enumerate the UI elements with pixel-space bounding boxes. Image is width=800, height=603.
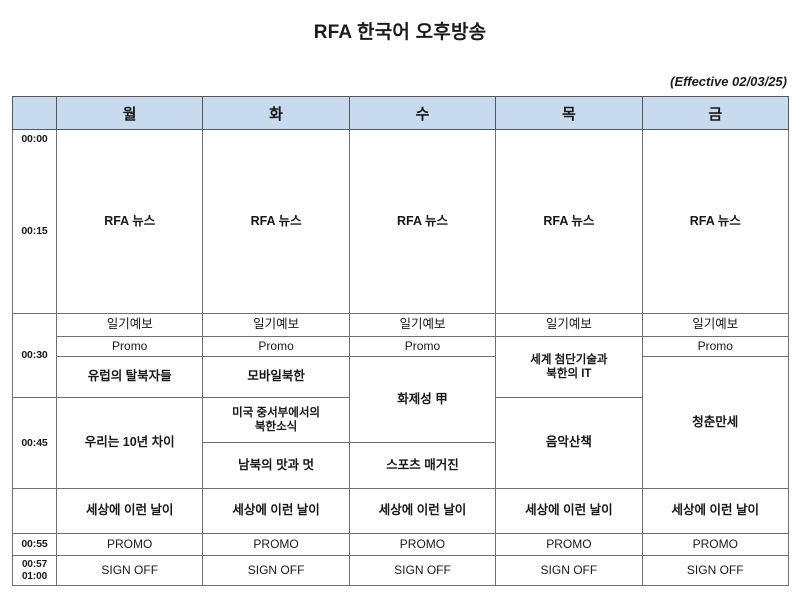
header-day-thursday: 목 xyxy=(495,96,643,130)
table-row-evening: 세상에 이런 날이 세상에 이런 날이 세상에 이런 날이 세상에 이런 날이 … xyxy=(12,488,789,534)
cell-evening-wednesday: 세상에 이런 날이 xyxy=(348,488,497,534)
header-row: 월 화 수 목 금 xyxy=(12,96,789,130)
header-day-tuesday: 화 xyxy=(202,96,350,130)
cell-weather-friday: 일기예보 xyxy=(641,313,789,337)
cell-weather-monday: 일기예보 xyxy=(55,313,204,337)
time-label-0057: 00:57 xyxy=(21,558,48,570)
table-row-block1: 유럽의 탈북자들 모바일북한 화제성 甲 청춘만세 xyxy=(13,356,789,489)
cell-block1-monday: 유럽의 탈북자들 xyxy=(55,356,204,398)
page-title: RFA 한국어 오후방송 xyxy=(313,22,487,43)
cell-weather-wednesday: 일기예보 xyxy=(348,313,497,337)
table-row-block3: 남북의 맛과 멋 스포츠 매거진 xyxy=(13,442,789,489)
cell-signoff-friday: SIGN OFF xyxy=(641,555,789,586)
cell-news-friday: RFA 뉴스 xyxy=(641,129,789,314)
cell-block1-wednesday: 화제성 甲 xyxy=(348,356,497,443)
cell-promo-tuesday: Promo xyxy=(202,336,350,357)
cell-evening-tuesday: 세상에 이런 날이 xyxy=(202,488,350,534)
cell-block2-monday: 우리는 10년 차이 xyxy=(55,397,204,489)
cell-promolast-wednesday: PROMO xyxy=(348,533,497,556)
table-row-weather: 00:30 일기예보 일기예보 일기예보 일기예보 일기예보 xyxy=(12,313,789,398)
table-row-signoff: 00:57 01:00 SIGN OFF SIGN OFF SIGN OFF S… xyxy=(12,555,789,586)
header-day-monday: 월 xyxy=(55,96,204,130)
cell-block1-thursday-text: 세계 첨단기술과 북한의 IT xyxy=(530,353,608,380)
cell-promolast-monday: PROMO xyxy=(55,533,204,556)
cell-evening-monday: 세상에 이런 날이 xyxy=(55,488,204,534)
table-row-promo: Promo Promo Promo 세계 첨단기술과 북한의 IT Promo xyxy=(13,336,789,398)
cell-promo-monday: Promo xyxy=(55,336,204,357)
cell-promolast-thursday: PROMO xyxy=(495,533,643,556)
cell-news-thursday: RFA 뉴스 xyxy=(495,129,643,314)
effective-date-note: (Effective 02/03/25) xyxy=(670,74,787,89)
cell-weather-tuesday: 일기예보 xyxy=(202,313,350,337)
cell-news-wednesday: RFA 뉴스 xyxy=(348,129,497,314)
table-row-news-0000: 00:00 RFA 뉴스 RFA 뉴스 RFA 뉴스 RFA 뉴스 RFA 뉴스 xyxy=(12,129,789,314)
table-row-promo-last: 00:55 PROMO PROMO PROMO PROMO PROMO xyxy=(12,533,789,556)
cell-block1-friday: 청춘만세 xyxy=(641,356,789,489)
time-label-0015: 00:15 xyxy=(12,221,57,314)
header-day-friday: 금 xyxy=(641,96,789,130)
cell-block2-tuesday-text: 미국 중서부에서의 북한소식 xyxy=(232,406,320,433)
table-row-block2: 00:45 우리는 10년 차이 미국 중서부에서의 북한소식 음악산책 xyxy=(12,397,789,489)
time-label-0000: 00:00 xyxy=(12,129,57,222)
cell-promo-friday: Promo xyxy=(641,336,789,357)
cell-promolast-tuesday: PROMO xyxy=(202,533,350,556)
cell-block1-tuesday: 모바일북한 xyxy=(202,356,350,398)
header-corner xyxy=(12,96,57,130)
cell-news-monday: RFA 뉴스 xyxy=(55,129,204,314)
time-label-0100: 01:00 xyxy=(21,570,48,582)
table-row-news-0015: 00:15 xyxy=(12,221,789,314)
cell-signoff-thursday: SIGN OFF xyxy=(495,555,643,586)
cell-news-tuesday: RFA 뉴스 xyxy=(202,129,350,314)
cell-block1-thursday: 세계 첨단기술과 북한의 IT xyxy=(495,336,643,398)
cell-weather-thursday: 일기예보 xyxy=(495,313,643,337)
cell-block2-thursday: 음악산책 xyxy=(495,397,643,489)
time-label-0030: 00:30 xyxy=(12,313,57,398)
cell-block2-tuesday: 미국 중서부에서의 북한소식 xyxy=(202,397,350,443)
cell-signoff-wednesday: SIGN OFF xyxy=(348,555,497,586)
time-label-signoff: 00:57 01:00 xyxy=(12,555,57,586)
broadcast-schedule-table: 월 화 수 목 금 00:00 RFA 뉴스 RFA 뉴스 RFA 뉴스 RFA… xyxy=(12,96,789,586)
time-label-0055: 00:55 xyxy=(12,533,57,556)
cell-block3-wednesday: 스포츠 매거진 xyxy=(348,442,497,489)
header-day-wednesday: 수 xyxy=(348,96,497,130)
cell-block3-tuesday: 남북의 맛과 멋 xyxy=(202,442,350,489)
table-body: 00:00 RFA 뉴스 RFA 뉴스 RFA 뉴스 RFA 뉴스 RFA 뉴스… xyxy=(12,129,789,586)
cell-signoff-monday: SIGN OFF xyxy=(55,555,204,586)
cell-signoff-tuesday: SIGN OFF xyxy=(202,555,350,586)
cell-promo-wednesday: Promo xyxy=(348,336,497,357)
cell-evening-friday: 세상에 이런 날이 xyxy=(641,488,789,534)
cell-promolast-friday: PROMO xyxy=(641,533,789,556)
cell-evening-thursday: 세상에 이런 날이 xyxy=(495,488,643,534)
time-label-evening-blank xyxy=(12,488,57,534)
time-label-0045: 00:45 xyxy=(12,397,57,489)
table-header: 월 화 수 목 금 xyxy=(12,96,789,130)
